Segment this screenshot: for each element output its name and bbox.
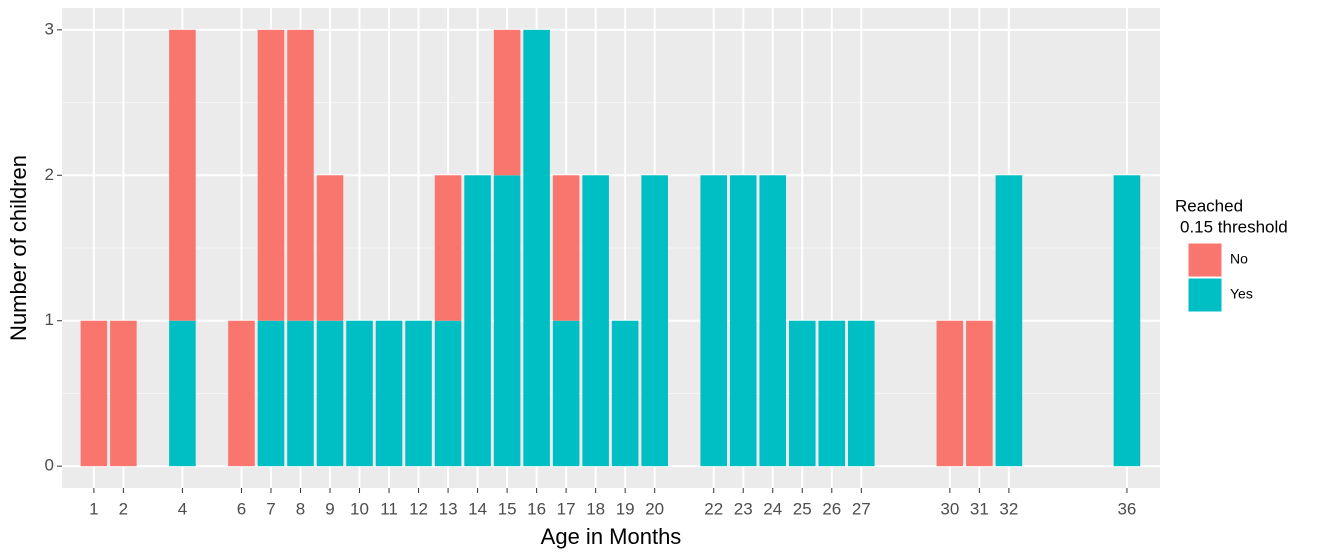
bar xyxy=(493,175,521,467)
x-tick-label: 11 xyxy=(380,499,398,518)
legend-label: No xyxy=(1230,251,1248,267)
x-tick-label: 12 xyxy=(409,499,428,518)
bar xyxy=(110,320,137,467)
x-tick-label: 8 xyxy=(296,499,305,518)
bar xyxy=(464,175,491,467)
x-tick-label: 7 xyxy=(266,499,275,518)
x-tick-label: 15 xyxy=(498,499,517,518)
bar xyxy=(582,175,609,467)
bar xyxy=(434,320,462,467)
bar xyxy=(700,175,727,467)
x-tick-label: 23 xyxy=(734,499,753,518)
legend-title: 0.15 threshold xyxy=(1180,217,1288,236)
legend-key xyxy=(1187,242,1223,278)
x-tick-label: 27 xyxy=(852,499,871,518)
y-tick-label: 0 xyxy=(45,456,54,475)
legend-title: Reached xyxy=(1175,196,1243,215)
bar xyxy=(729,175,757,467)
x-tick-label: 32 xyxy=(999,499,1018,518)
bar xyxy=(375,320,403,467)
x-tick-label: 6 xyxy=(237,499,246,518)
bar xyxy=(287,320,314,467)
x-tick-label: 14 xyxy=(468,499,487,518)
legend-key xyxy=(1187,277,1223,313)
x-tick-label: 9 xyxy=(325,499,334,518)
bar xyxy=(611,320,639,467)
bar xyxy=(523,29,550,467)
y-tick-label: 1 xyxy=(45,310,54,329)
bar xyxy=(169,29,196,321)
bar xyxy=(346,320,373,467)
x-tick-label: 2 xyxy=(119,499,128,518)
bar xyxy=(788,320,816,467)
bar xyxy=(1113,175,1141,467)
x-tick-label: 36 xyxy=(1117,499,1136,518)
x-tick-label: 20 xyxy=(645,499,664,518)
bar xyxy=(405,320,432,467)
x-tick-label: 19 xyxy=(616,499,635,518)
x-tick-label: 24 xyxy=(763,499,782,518)
x-tick-label: 18 xyxy=(586,499,605,518)
x-tick-label: 10 xyxy=(350,499,369,518)
x-tick-label: 17 xyxy=(557,499,576,518)
legend-label: Yes xyxy=(1230,286,1253,302)
bar xyxy=(759,175,787,467)
x-tick-label: 25 xyxy=(793,499,812,518)
bar xyxy=(936,320,964,467)
bar xyxy=(80,320,108,467)
bar xyxy=(169,320,196,467)
x-tick-label: 31 xyxy=(970,499,989,518)
y-axis-title: Number of children xyxy=(6,155,31,341)
bar xyxy=(552,320,580,467)
y-tick-label: 3 xyxy=(45,19,54,38)
bar xyxy=(257,29,285,321)
x-tick-label: 13 xyxy=(439,499,458,518)
bar xyxy=(848,320,875,467)
bar xyxy=(995,175,1023,467)
bar xyxy=(641,175,668,467)
bar xyxy=(434,175,462,321)
x-tick-label: 22 xyxy=(704,499,723,518)
bar xyxy=(493,29,521,176)
x-tick-label: 30 xyxy=(940,499,959,518)
bar xyxy=(552,175,580,321)
bar xyxy=(287,29,314,321)
x-tick-label: 16 xyxy=(527,499,546,518)
bar xyxy=(316,320,344,467)
bar xyxy=(257,320,285,467)
x-tick-label: 26 xyxy=(822,499,841,518)
bar xyxy=(966,320,993,467)
x-axis-title: Age in Months xyxy=(541,524,682,549)
x-tick-label: 1 xyxy=(89,499,98,518)
bar xyxy=(316,175,344,321)
y-tick-label: 2 xyxy=(45,165,54,184)
x-tick-label: 4 xyxy=(178,499,187,518)
bar xyxy=(818,320,846,467)
bar xyxy=(228,320,255,467)
